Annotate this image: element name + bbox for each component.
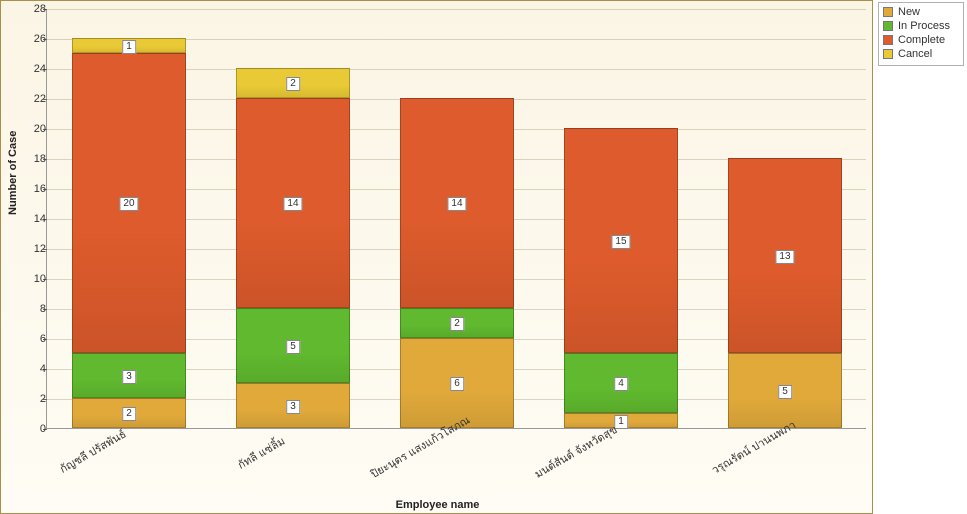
- bar-value-label: 5: [778, 385, 792, 399]
- y-tick-label: 4: [18, 363, 46, 375]
- bar-segment-new: 3: [236, 383, 351, 428]
- bar-value-label: 6: [450, 377, 464, 391]
- bar-value-label: 20: [119, 197, 138, 211]
- bar-value-label: 1: [614, 415, 628, 429]
- y-tick-label: 14: [18, 213, 46, 225]
- legend-item-complete: Complete: [883, 33, 959, 47]
- x-tick-label: มนต์สันต์ จังหวัดสุข: [531, 421, 621, 483]
- y-tick-label: 0: [18, 423, 46, 435]
- bar-segment-in_process: 2: [400, 308, 515, 338]
- legend-swatch: [883, 49, 893, 59]
- y-tick-label: 16: [18, 183, 46, 195]
- bar-value-label: 1: [122, 40, 136, 54]
- bar-value-label: 13: [775, 250, 794, 264]
- bar-segment-new: 5: [728, 353, 843, 428]
- legend-swatch: [883, 7, 893, 17]
- legend-item-cancel: Cancel: [883, 47, 959, 61]
- y-tick-label: 22: [18, 93, 46, 105]
- bar-value-label: 3: [286, 400, 300, 414]
- bar-value-label: 14: [283, 197, 302, 211]
- bar-segment-in_process: 3: [72, 353, 187, 398]
- y-tick-label: 10: [18, 273, 46, 285]
- y-tick-label: 18: [18, 153, 46, 165]
- y-tick-label: 12: [18, 243, 46, 255]
- bar-segment-in_process: 5: [236, 308, 351, 383]
- bar-value-label: 15: [611, 235, 630, 249]
- bar-value-label: 2: [450, 317, 464, 331]
- y-tick-label: 28: [18, 3, 46, 15]
- legend-swatch: [883, 35, 893, 45]
- chart-container: 232013514262141415513 024681012141618202…: [0, 0, 967, 514]
- y-tick-label: 26: [18, 33, 46, 45]
- x-tick-label: กัทลี แซ่ลิ้ม: [234, 432, 288, 474]
- x-axis-label: Employee name: [1, 499, 874, 511]
- y-axis-label: Number of Case: [7, 131, 19, 215]
- y-tick-label: 24: [18, 63, 46, 75]
- bar-segment-complete: 14: [236, 98, 351, 308]
- bar-segment-complete: 13: [728, 158, 843, 353]
- y-tick-label: 6: [18, 333, 46, 345]
- bar-group: 2 3 20 1: [72, 8, 187, 428]
- bar-segment-new: 2: [72, 398, 187, 428]
- bar-value-label: 14: [447, 197, 466, 211]
- bar-segment-complete: 15: [564, 128, 679, 353]
- legend-item-in_process: In Process: [883, 19, 959, 33]
- bar-group: 6 2 14: [400, 8, 515, 428]
- legend-label: Complete: [898, 34, 945, 46]
- legend-item-new: New: [883, 5, 959, 19]
- bar-group: 1 4 15: [564, 8, 679, 428]
- x-tick-label: กัญชลี ปรัสพันธ์: [56, 425, 129, 478]
- bar-segment-in_process: 4: [564, 353, 679, 413]
- chart-panel: 232013514262141415513 024681012141618202…: [0, 0, 873, 514]
- bar-value-label: 4: [614, 377, 628, 391]
- bar-value-label: 2: [122, 407, 136, 421]
- bar-segment-complete: 20: [72, 53, 187, 353]
- legend-swatch: [883, 21, 893, 31]
- y-tick-label: 8: [18, 303, 46, 315]
- y-tick-label: 2: [18, 393, 46, 405]
- legend-label: In Process: [898, 20, 950, 32]
- bar-value-label: 5: [286, 340, 300, 354]
- y-tick-label: 20: [18, 123, 46, 135]
- bar-group: 3 5 14 2: [236, 8, 351, 428]
- bar-group: 5 13: [728, 8, 843, 428]
- bar-value-label: 2: [286, 77, 300, 91]
- bar-segment-cancel: 1: [72, 38, 187, 53]
- bar-segment-cancel: 2: [236, 68, 351, 98]
- bar-value-label: 3: [122, 370, 136, 384]
- plot-area: 232013514262141415513: [46, 9, 866, 429]
- bar-segment-complete: 14: [400, 98, 515, 308]
- bar-segment-new: 1: [564, 413, 679, 428]
- legend-label: New: [898, 6, 920, 18]
- legend-label: Cancel: [898, 48, 932, 60]
- legend: New In Process Complete Cancel: [878, 2, 964, 66]
